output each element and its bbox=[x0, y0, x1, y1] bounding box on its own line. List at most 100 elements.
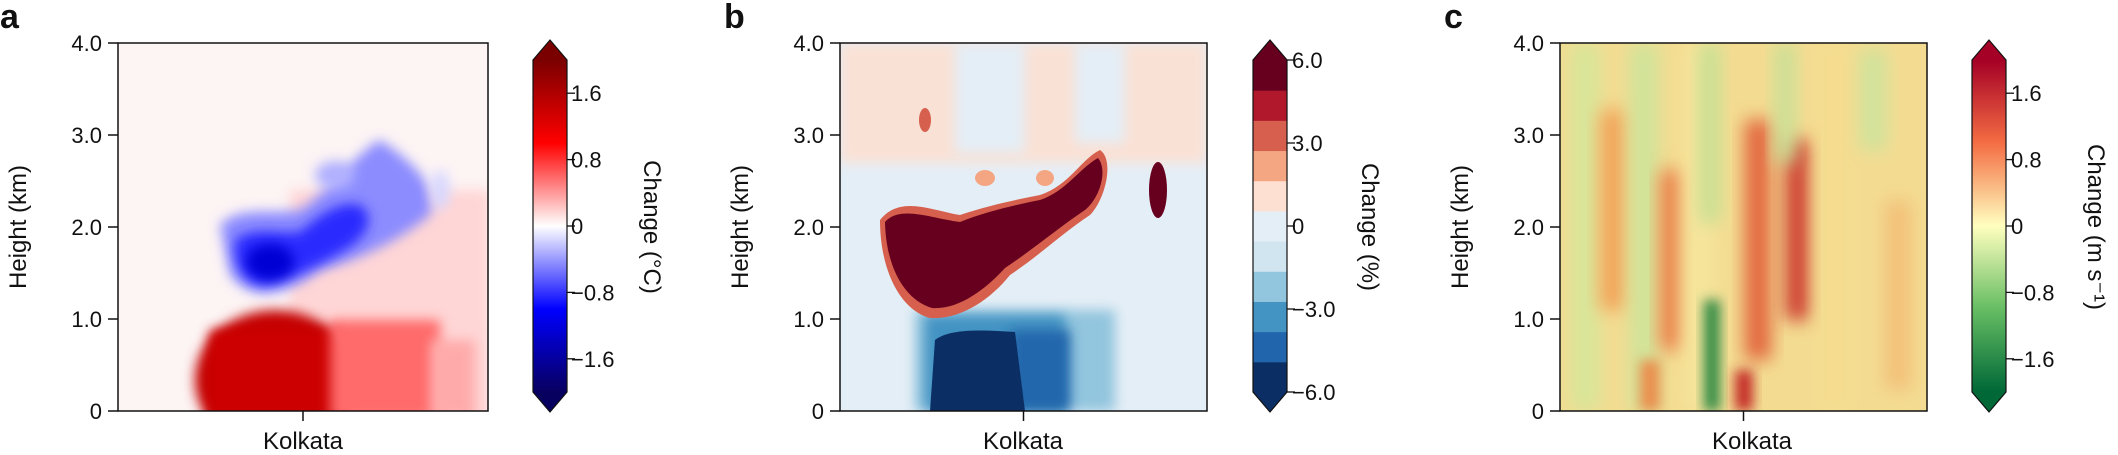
surface-warming-block bbox=[210, 330, 340, 411]
streak-red-surface bbox=[1735, 370, 1753, 411]
colorbar-tick-label: −1.6 bbox=[571, 347, 614, 372]
heatmap-field bbox=[840, 43, 1207, 411]
colorbar-tick-label: 0 bbox=[1292, 214, 1304, 239]
colorbar-tick-label: 0 bbox=[571, 214, 583, 239]
colorbar-segment bbox=[1253, 210, 1287, 242]
surface-warming-right bbox=[330, 320, 440, 411]
increase-layer-core bbox=[885, 158, 1103, 309]
y-tick-label: 2.0 bbox=[1513, 215, 1544, 240]
colorbar-extend-min bbox=[1972, 392, 2006, 412]
upper-neutral-stripe bbox=[955, 43, 1025, 153]
colorbar-tick-label: −6.0 bbox=[1292, 380, 1335, 405]
y-axis: 0 1.0 2.0 3.0 4.0 bbox=[793, 31, 1025, 424]
colorbar-segment bbox=[1253, 180, 1287, 212]
colorbar-segment bbox=[1253, 60, 1287, 91]
panel-label: c bbox=[1444, 0, 1463, 36]
heatmap-plot bbox=[117, 42, 489, 412]
y-tick-label: 2.0 bbox=[71, 215, 102, 240]
colorbar-tick-label: −0.8 bbox=[2011, 280, 2054, 305]
cooling-blob-right bbox=[430, 170, 450, 210]
colorbar-segment bbox=[1253, 90, 1287, 121]
colorbar-extend-min bbox=[533, 392, 567, 412]
y-tick-label: 4.0 bbox=[1513, 31, 1544, 56]
streak-red-1 bbox=[1660, 170, 1682, 350]
colorbar-tick-label: −1.6 bbox=[2011, 347, 2054, 372]
colorbar-segment bbox=[1253, 301, 1287, 333]
x-axis-label: Kolkata bbox=[1712, 428, 1793, 455]
colorbar-tick-label: 0.8 bbox=[571, 148, 602, 173]
colorbar-tick-label: 0.8 bbox=[2011, 148, 2042, 173]
streak-red-3 bbox=[1785, 140, 1809, 320]
colorbar-label: Change (m s⁻¹) bbox=[2082, 144, 2109, 310]
y-axis-label: Height (km) bbox=[1447, 165, 1474, 289]
colorbar-segment bbox=[1253, 241, 1287, 272]
panel-b: b 01.02.03.04.0 Height (km) Kolka bbox=[724, 0, 1383, 455]
colorbar-tick-label: 0 bbox=[2011, 214, 2023, 239]
x-axis-label: Kolkata bbox=[983, 428, 1064, 455]
colorbar-gradient bbox=[533, 60, 567, 392]
upper-neutral-stripe-2 bbox=[1075, 43, 1125, 143]
streak-green-1 bbox=[1570, 43, 1600, 411]
y-tick-label: 1.0 bbox=[1513, 307, 1544, 332]
colorbar-extend-min bbox=[1253, 392, 1287, 412]
colorbar-tick-label: 6.0 bbox=[1292, 48, 1323, 73]
colorbar-tick-label: 1.6 bbox=[2011, 81, 2042, 106]
panel-label: a bbox=[0, 0, 20, 36]
colorbar-outline bbox=[532, 39, 568, 413]
panel-c: c 01.02.03.04.0 Hei bbox=[1444, 0, 2109, 455]
heatmap-field bbox=[1570, 43, 1911, 411]
surface-decrease-core bbox=[930, 330, 1025, 411]
y-tick-label: 1.0 bbox=[793, 307, 824, 332]
x-axis-label: Kolkata bbox=[263, 428, 344, 455]
colorbar-extend-max bbox=[1972, 40, 2006, 60]
streak-green-2 bbox=[1630, 43, 1658, 411]
colorbar-tick-label: 1.6 bbox=[571, 81, 602, 106]
y-tick-label: 1.0 bbox=[71, 307, 102, 332]
y-tick-label: 0 bbox=[812, 399, 824, 424]
colorbar-outline bbox=[1971, 39, 2007, 413]
colorbar-label: Change (°C) bbox=[638, 160, 665, 294]
heatmap-plot bbox=[1559, 42, 1928, 412]
colorbar-gradient bbox=[1972, 60, 2006, 392]
upper-small-blob-2 bbox=[1036, 170, 1054, 186]
y-tick-label: 3.0 bbox=[793, 123, 824, 148]
cooling-blob-upper bbox=[315, 161, 355, 189]
colorbar-segment bbox=[1253, 271, 1287, 302]
streak-green-3 bbox=[1700, 43, 1720, 223]
colorbar-tick-label: −0.8 bbox=[571, 280, 614, 305]
y-axis: 0 1.0 2.0 3.0 4.0 bbox=[71, 31, 304, 424]
y-tick-label: 0 bbox=[90, 399, 102, 424]
y-tick-label: 4.0 bbox=[71, 31, 102, 56]
surface-warming-edge bbox=[430, 340, 475, 411]
y-axis: 0 1.0 2.0 3.0 4.0 bbox=[1513, 31, 1745, 424]
y-tick-label: 0 bbox=[1532, 399, 1544, 424]
panel-a: a 0 1.0 2.0 3.0 4.0 Height (km) Kolkata 1.6 0… bbox=[0, 0, 665, 455]
colorbar-label: Change (%) bbox=[1356, 163, 1383, 291]
colorbar-extend-max bbox=[1253, 40, 1287, 60]
y-tick-label: 3.0 bbox=[71, 123, 102, 148]
heatmap-field bbox=[195, 140, 488, 411]
increase-blob-top bbox=[919, 108, 931, 132]
y-tick-label: 4.0 bbox=[793, 31, 824, 56]
colorbar-extend-max bbox=[533, 40, 567, 60]
y-axis-label: Height (km) bbox=[5, 165, 32, 289]
streak-red-2 bbox=[1745, 120, 1771, 360]
streak-orange-1 bbox=[1600, 110, 1626, 310]
streak-orange-3 bbox=[1640, 360, 1660, 411]
colorbar: 1.6 0.8 0 −0.8 −1.6 bbox=[532, 39, 614, 413]
y-tick-label: 2.0 bbox=[793, 215, 824, 240]
streak-yellow-2 bbox=[1820, 43, 1850, 411]
colorbar-tick-label: 3.0 bbox=[1292, 131, 1323, 156]
streak-orange-2 bbox=[1885, 200, 1911, 390]
streak-green-dark bbox=[1704, 300, 1720, 411]
cooling-blob bbox=[246, 244, 294, 280]
panel-label: b bbox=[724, 0, 745, 36]
colorbar-tick-label: −3.0 bbox=[1292, 297, 1335, 322]
streak-green-5 bbox=[1860, 50, 1886, 150]
colorbar-segment bbox=[1253, 361, 1287, 393]
colorbar-segment bbox=[1253, 120, 1287, 152]
heatmap-plot bbox=[839, 42, 1208, 412]
streak-green-4 bbox=[1775, 43, 1795, 163]
y-axis-label: Height (km) bbox=[727, 165, 754, 289]
